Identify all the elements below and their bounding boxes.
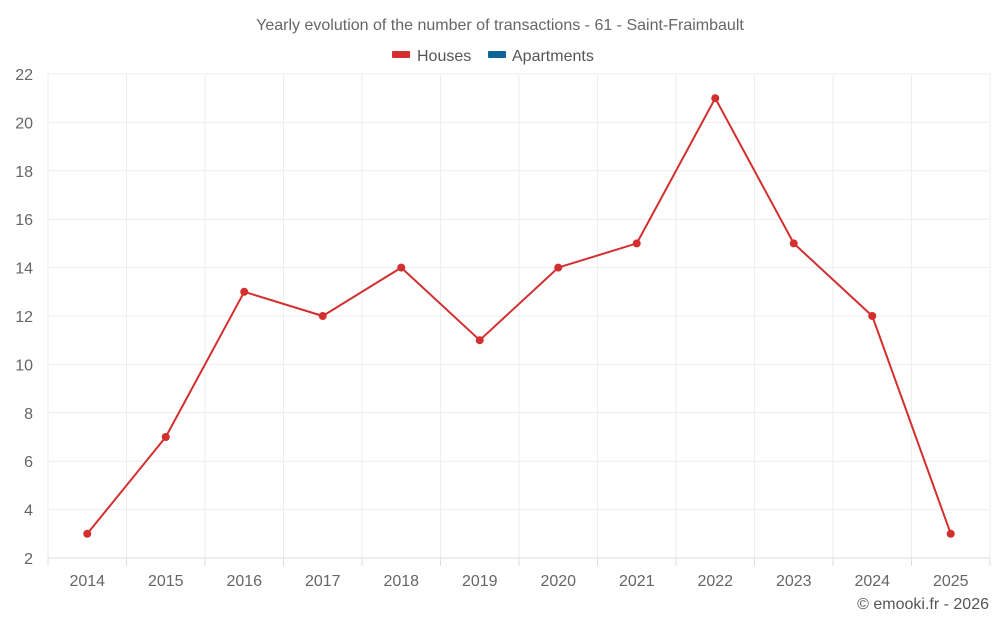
data-point[interactable] <box>632 239 641 248</box>
y-tick-label: 8 <box>24 406 33 423</box>
legend-swatch-apartments <box>488 51 506 58</box>
y-tick-label: 16 <box>15 212 33 229</box>
x-tick-label: 2017 <box>305 573 341 590</box>
x-tick-label: 2019 <box>462 573 498 590</box>
data-point[interactable] <box>240 287 249 296</box>
y-tick-label: 2 <box>24 551 33 568</box>
data-point[interactable] <box>475 336 484 345</box>
legend-swatch-houses <box>392 51 410 58</box>
data-point[interactable] <box>318 312 327 320</box>
data-point[interactable] <box>554 263 563 272</box>
x-tick-label: 2015 <box>148 573 184 590</box>
y-tick-label: 6 <box>24 454 33 471</box>
legend-label-houses: Houses <box>417 48 471 65</box>
y-tick-label: 4 <box>24 503 33 520</box>
data-point[interactable] <box>868 312 877 320</box>
legend-label-apartments: Apartments <box>512 48 594 65</box>
x-tick-label: 2022 <box>697 573 733 590</box>
series-houses <box>83 94 955 538</box>
y-tick-label: 22 <box>15 67 33 84</box>
x-tick-label: 2014 <box>69 573 105 590</box>
x-tick-label: 2024 <box>854 573 890 590</box>
chart-title: Yearly evolution of the number of transa… <box>256 17 744 34</box>
legend-item-apartments[interactable]: Apartments <box>488 48 594 65</box>
data-point[interactable] <box>161 433 170 441</box>
x-tick-label: 2016 <box>226 573 262 590</box>
x-tick-label: 2018 <box>383 573 419 590</box>
series-line-houses <box>86 97 952 535</box>
data-point[interactable] <box>789 239 798 248</box>
y-tick-label: 10 <box>15 357 33 374</box>
credit-text: © emooki.fr - 2026 <box>857 596 989 613</box>
x-tick-label: 2021 <box>619 573 655 590</box>
data-point[interactable] <box>397 263 406 272</box>
legend: Houses Apartments <box>392 48 594 65</box>
y-tick-label: 12 <box>15 309 33 326</box>
legend-item-houses[interactable]: Houses <box>392 48 471 65</box>
y-tick-label: 14 <box>15 261 33 278</box>
y-tick-label: 18 <box>15 164 33 181</box>
x-tick-label: 2025 <box>933 573 969 590</box>
grid <box>47 73 991 558</box>
y-tick-label: 20 <box>15 115 33 132</box>
data-point[interactable] <box>83 529 92 538</box>
x-tick-label: 2020 <box>540 573 576 590</box>
data-point[interactable] <box>946 529 955 538</box>
data-point[interactable] <box>711 94 720 103</box>
x-tick-label: 2023 <box>776 573 812 590</box>
